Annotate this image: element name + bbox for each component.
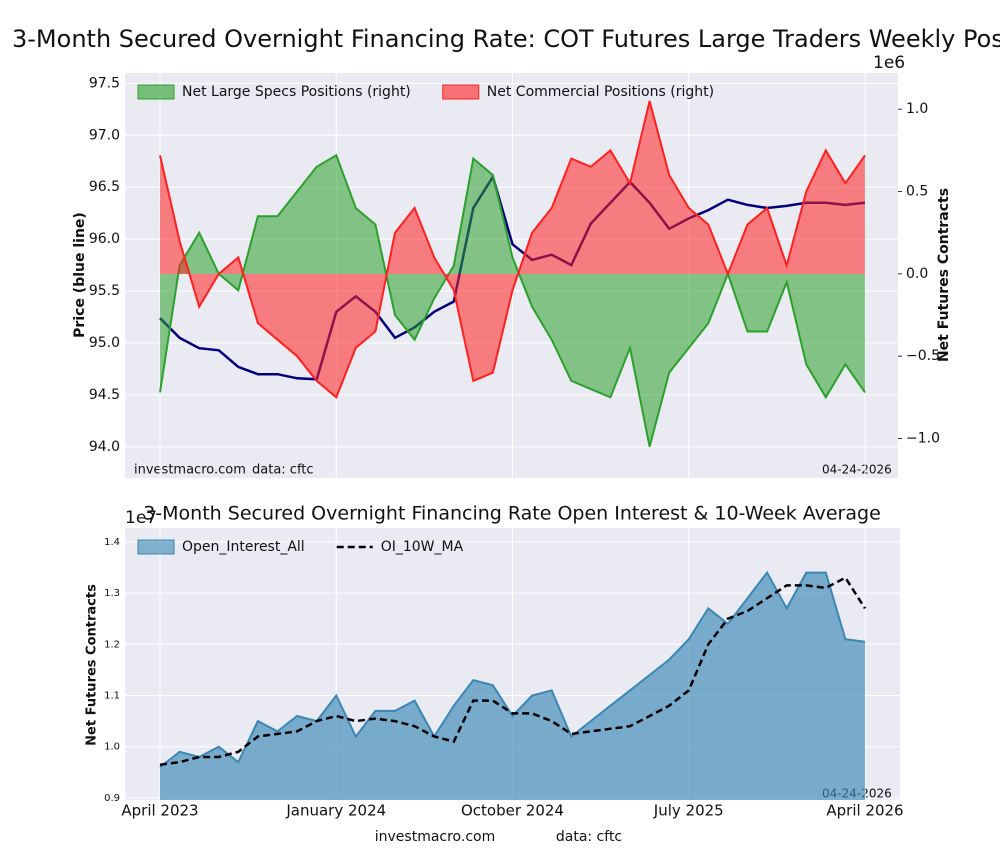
area-fill (160, 572, 865, 800)
x-tick-label: October 2024 (461, 802, 564, 820)
footer-data: data: cftc (252, 463, 314, 478)
y2-offset: 1e6 (873, 53, 905, 73)
line (159, 576, 867, 766)
x-tick-label: April 2023 (121, 802, 198, 820)
y2-tick-label: −1.0 (906, 430, 940, 446)
area-edge (159, 153, 866, 447)
y2-tick-label: 0.0 (906, 266, 928, 282)
area-fill (160, 155, 865, 447)
x-tick-label: April 2026 (826, 802, 903, 820)
y-tick-label: 94.5 (89, 387, 120, 403)
footer-date: 04-24-2026 (822, 463, 892, 477)
y-offset: 1e7 (125, 508, 157, 528)
y-tick-label: 95.0 (89, 335, 120, 351)
legend-label: Net Commercial Positions (right) (487, 84, 714, 100)
y-tick-label: 1.3 (104, 588, 120, 599)
y-tick-label: 96.5 (89, 179, 120, 195)
y-tick-label: 97.0 (89, 127, 120, 143)
y-tick-label: 1.4 (104, 537, 120, 548)
y2-axis-label: Net Futures Contracts (936, 188, 952, 362)
y2-tick-label: −0.5 (906, 348, 940, 364)
area-edge (159, 570, 866, 768)
y-tick-label: 0.9 (104, 793, 120, 804)
legend-label: Open_Interest_All (182, 539, 305, 555)
chart-title: 3-Month Secured Overnight Financing Rate… (12, 25, 1000, 53)
legend-swatch (137, 539, 175, 555)
y-tick-label: 94.0 (89, 439, 120, 455)
footer-source: investmacro.com (375, 829, 495, 845)
legend-label: Net Large Specs Positions (right) (182, 84, 411, 100)
y-tick-label: 95.5 (89, 283, 120, 299)
y-tick-label: 1.1 (104, 691, 120, 702)
y-tick-label: 97.5 (89, 75, 120, 91)
legend-swatch (442, 84, 480, 100)
footer-source: investmacro.com (134, 463, 246, 478)
legend-label: OI_10W_MA (381, 539, 464, 555)
chart-title: 3-Month Secured Overnight Financing Rate… (143, 503, 881, 525)
area-fill (160, 101, 865, 398)
footer-data: data: cftc (556, 829, 622, 845)
x-tick-label: January 2024 (285, 802, 386, 820)
y-axis-label: Price (blue line) (72, 212, 88, 338)
area-edge (159, 100, 866, 399)
legend-swatch (137, 84, 175, 100)
x-tick-label: July 2025 (653, 802, 724, 820)
y-axis-label: Net Futures Contracts (85, 584, 100, 746)
y2-tick-label: 1.0 (906, 101, 928, 117)
y2-tick-label: 0.5 (906, 184, 928, 200)
y-tick-label: 1.2 (104, 639, 120, 650)
y-tick-label: 96.0 (89, 231, 120, 247)
line (159, 173, 866, 381)
y-tick-label: 1.0 (104, 742, 120, 753)
